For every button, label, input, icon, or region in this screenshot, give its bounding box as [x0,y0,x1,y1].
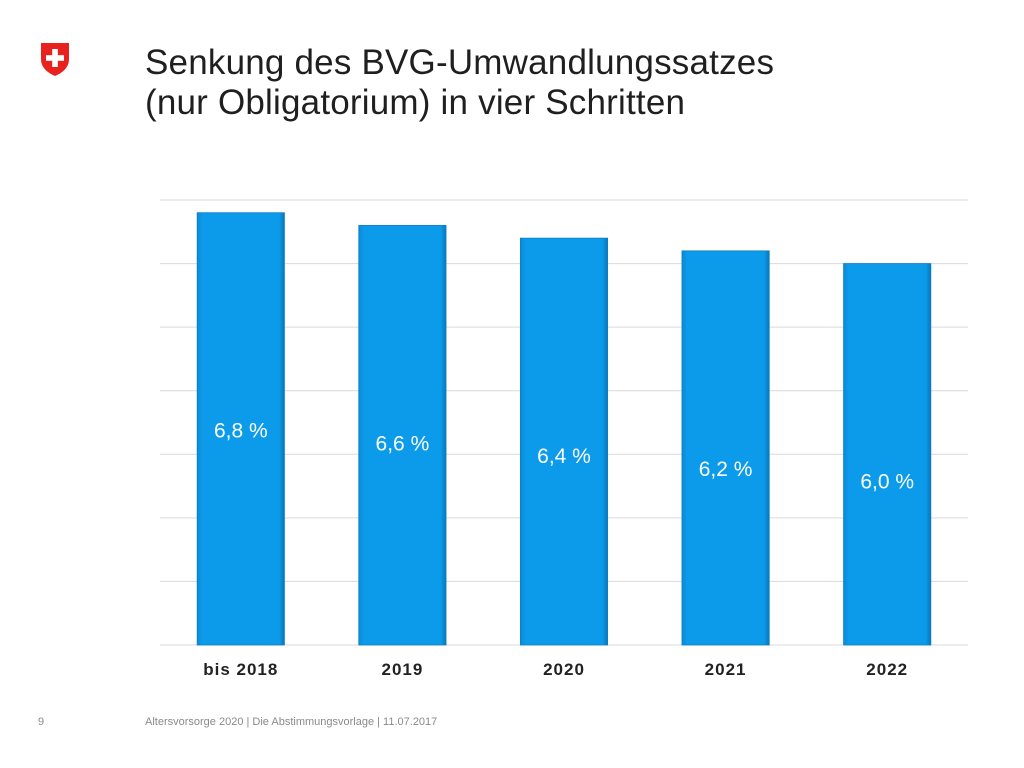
page-number: 9 [38,716,45,728]
swiss-shield-logo [41,43,69,76]
data-labels: 6,8 % 6,6 % 6,4 % 6,2 % 6,0 % [214,420,914,494]
slide-title: Senkung des BVG-Umwandlungssatzes (nur O… [145,43,945,123]
bars [196,212,932,646]
cross-horizontal [46,55,64,61]
slide-title-line-1: Senkung des BVG-Umwandlungssatzes [145,43,775,82]
bar-bis-2018 [196,212,285,646]
x-tick-label: 2019 [381,660,423,679]
bar-2022 [843,263,932,646]
bar-chart: 6,8 % 6,6 % 6,4 % 6,2 % 6,0 % bis 2018 2019 20… [160,199,968,679]
data-label: 6,8 % [214,420,268,443]
x-tick-label: 2021 [705,660,747,679]
x-axis-ticks: bis 2018 2019 2020 2021 2022 [203,660,908,679]
footer-text: Altersvorsorge 2020 | Die Abstimmungsvor… [145,716,438,728]
bar-2020 [519,237,609,646]
x-tick-label: 2020 [543,660,585,679]
data-label: 6,0 % [860,471,914,494]
bar-2021 [681,250,770,646]
slide-title-line-2: (nur Obligatorium) in vier Schritten [145,83,686,122]
data-label: 6,4 % [537,445,591,468]
x-tick-label: bis 2018 [203,660,278,679]
bar-2019 [358,225,447,646]
x-tick-label: 2022 [866,660,908,679]
data-label: 6,6 % [376,432,430,455]
data-label: 6,2 % [699,458,753,481]
